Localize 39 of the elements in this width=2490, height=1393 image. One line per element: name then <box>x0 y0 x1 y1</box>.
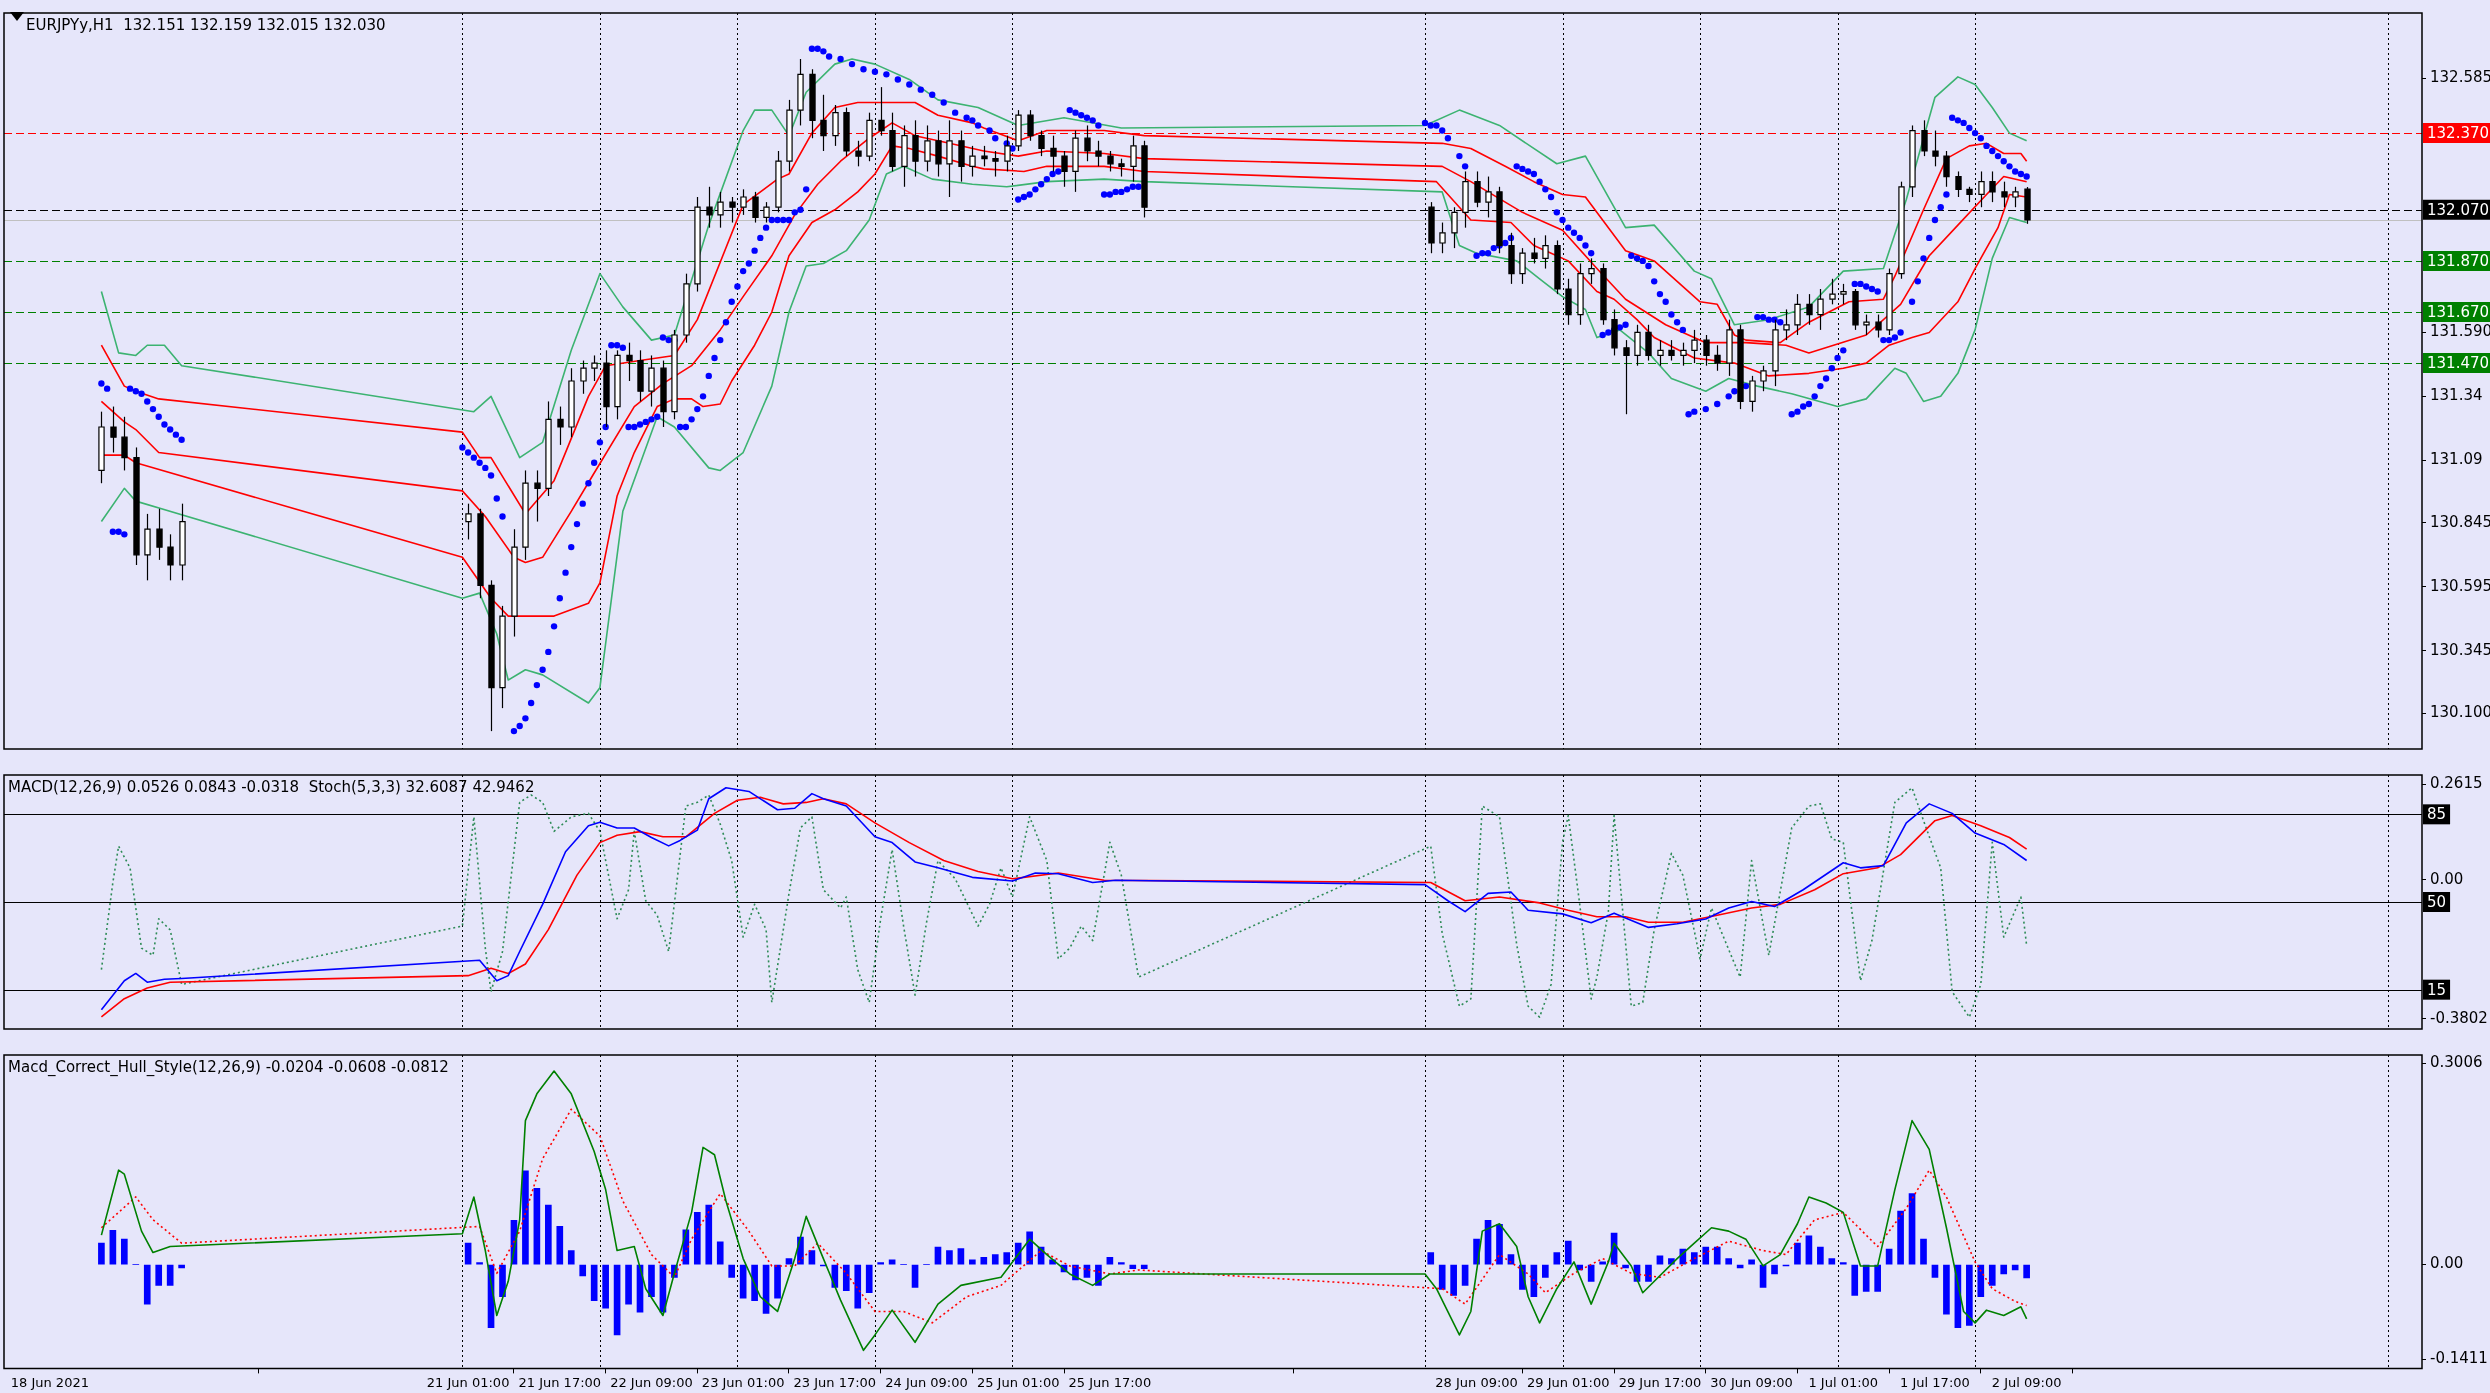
x-tick-label: 25 Jun 17:00 <box>1068 1374 1152 1390</box>
x-tick-label: 28 Jun 09:00 <box>1435 1374 1518 1390</box>
x-tick-label: 22 Jun 09:00 <box>610 1374 693 1390</box>
x-tick-label: 1 Jul 17:00 <box>1900 1374 1970 1390</box>
ref-line-label: 132.070 <box>2427 200 2490 219</box>
y-tick-label: 0.2615 <box>2430 774 2483 793</box>
chart-title: Macd_Correct_Hull_Style(12,26,9) -0.0204 -0.0608 -0.0812 <box>8 1058 449 1078</box>
x-tick-label: 1 Jul 01:00 <box>1808 1374 1879 1390</box>
y-tick-label: 130.845 <box>2430 512 2490 531</box>
y-tick-label: 0.00 <box>2430 869 2464 888</box>
x-tick-label: 29 Jun 01:00 <box>1526 1374 1610 1390</box>
y-tick-label: 0.3006 <box>2430 1053 2483 1072</box>
x-tick-label: 29 Jun 17:00 <box>1618 1374 1702 1390</box>
chart-title: MACD(12,26,9) 0.0526 0.0843 -0.0318 Stoch(5,3,3) 32.6087 42.9462 <box>8 778 535 797</box>
x-tick-label: 21 Jun 17:00 <box>518 1374 602 1390</box>
x-tick-label: 30 Jun 09:00 <box>1710 1374 1793 1390</box>
y-tick-label: 130.595 <box>2430 576 2490 595</box>
y-tick-label: 131.34 <box>2430 386 2483 405</box>
y-tick-label: 132.585 <box>2430 68 2490 87</box>
y-tick-label: 131.09 <box>2430 450 2483 469</box>
y-tick-label: 0.00 <box>2430 1254 2464 1273</box>
x-tick-label: 2 Jul 09:00 <box>1991 1374 2062 1390</box>
y-tick-label: 130.345 <box>2430 640 2490 659</box>
ref-line-label: 85 <box>2427 805 2447 824</box>
chart-title: EURJPYy,H1 132.151 132.159 132.015 132.030 <box>26 16 386 35</box>
ref-line-label: 15 <box>2427 980 2447 999</box>
ref-line-label: 50 <box>2427 892 2447 911</box>
x-tick-label: 18 Jun 2021 <box>10 1374 89 1390</box>
x-tick-label: 21 Jun 01:00 <box>426 1374 510 1390</box>
y-tick-label: -0.1411 <box>2430 1348 2488 1367</box>
x-tick-label: 25 Jun 01:00 <box>976 1374 1060 1390</box>
ref-line-label: 132.370 <box>2427 124 2490 142</box>
y-tick-label: -0.3802 <box>2430 1008 2488 1027</box>
x-tick-label: 23 Jun 01:00 <box>701 1374 785 1390</box>
ref-line-label: 131.870 <box>2427 251 2490 270</box>
x-tick-label: 24 Jun 09:00 <box>885 1374 968 1390</box>
ref-line-label: 131.670 <box>2427 302 2490 321</box>
x-tick-label: 23 Jun 17:00 <box>793 1374 877 1390</box>
ref-line-label: 131.470 <box>2427 354 2490 372</box>
